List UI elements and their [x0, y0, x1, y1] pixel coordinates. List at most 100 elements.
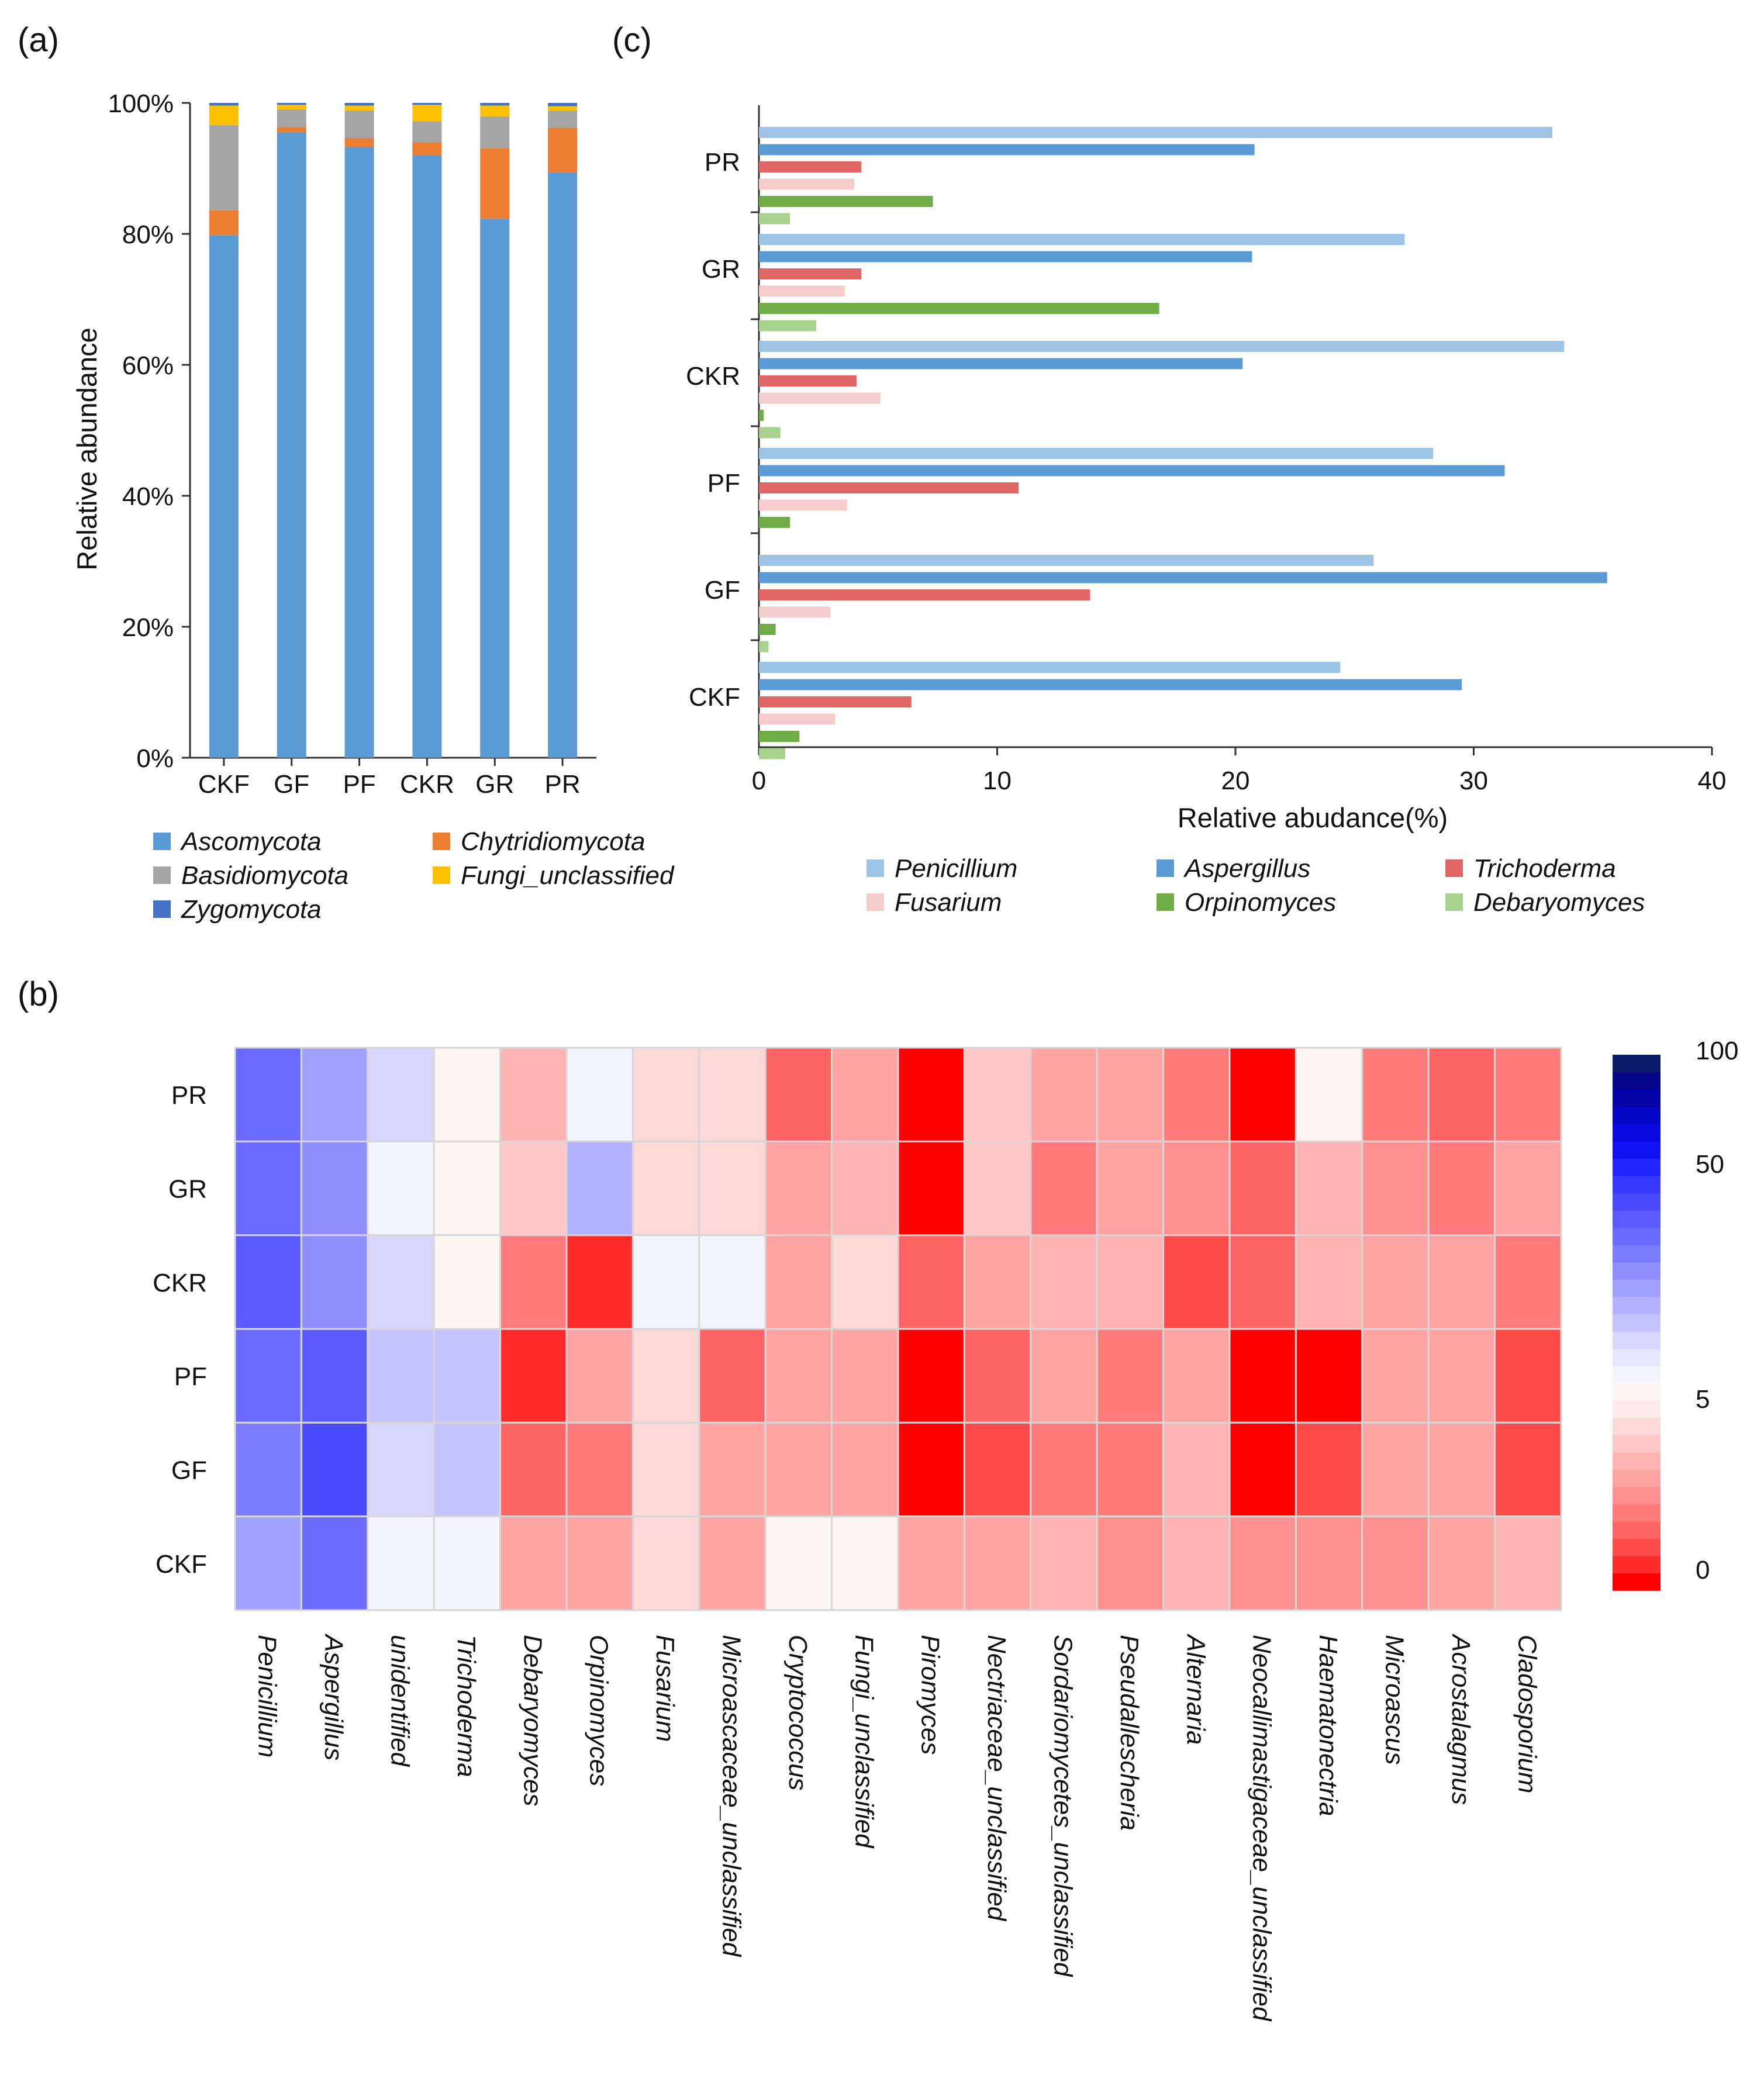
c-legend-swatch-fusarium — [867, 893, 884, 911]
a-x-tick-label-pf: PF — [343, 770, 375, 799]
colorbar-tick-label: 100 — [1696, 1037, 1738, 1065]
heatmap-cell-gf-neocallimastigaceae-unclassified — [1228, 1421, 1297, 1518]
heatmap-cell-gf-nectriaceae-unclassified — [963, 1421, 1032, 1518]
a-bar-pr-zygomycota — [548, 103, 578, 106]
c-bar-ckr-fusarium — [759, 392, 881, 404]
heatmap-cell-gf-acrostalagmus — [1427, 1421, 1496, 1518]
heatmap-column-label-sordariomycetes-unclassified: Sordariomycetes_unclassified — [1049, 1635, 1078, 1977]
c-bar-gr-orpinomyces — [759, 303, 1159, 314]
heatmap-cell-gr-alternaria — [1162, 1140, 1231, 1237]
heatmap-labels: PR GR CKR PF GF CKF Penicillium Aspergillus unid… — [153, 1081, 1541, 2022]
colorbar-level — [1613, 1469, 1661, 1487]
heatmap-cell-ckf-fungi-unclassified — [831, 1515, 899, 1611]
heatmap-cell-gr-cladosporium — [1494, 1140, 1562, 1237]
heatmap-cell-gr-fungi-unclassified — [831, 1140, 899, 1237]
colorbar-tick-label: 5 — [1696, 1385, 1710, 1414]
heatmap-row-label-gr: GR — [168, 1175, 207, 1204]
a-bar-gf-fungi-unclassified — [277, 105, 306, 110]
heatmap-cell-pf-orpinomyces — [565, 1328, 634, 1424]
c-bar-gr-fusarium — [759, 285, 845, 297]
a-bar-pf-chytridiomycota — [344, 138, 374, 147]
c-bar-gf-trichoderma — [759, 589, 1090, 600]
a-bar-pr-fungi-unclassified — [548, 106, 578, 111]
stacked-bar-chart: 0% 20% 40% 60% 80% 100% CKF GF PF CKR GR PR Relativ… — [71, 89, 675, 924]
heatmap-column-label-unidentified: unidentified — [386, 1635, 415, 1767]
a-bar-ckr-ascomycota — [412, 155, 442, 758]
c-bar-gf-aspergillus — [759, 572, 1607, 583]
colorbar-level — [1613, 1279, 1661, 1297]
heatmap-cell-pr-trichoderma — [433, 1047, 502, 1142]
heatmap-cell-ckr-alternaria — [1162, 1234, 1231, 1330]
heatmap-cell-ckr-pseudallescheria — [1096, 1234, 1165, 1330]
c-y-tick-label-gf: GF — [705, 576, 740, 605]
a-legend-swatch-fungi-unclassified — [433, 866, 450, 884]
colorbar-tick-label: 50 — [1696, 1150, 1724, 1179]
heatmap-cell-pf-nectriaceae-unclassified — [963, 1328, 1032, 1424]
a-legend-label-fungi-unclassified: Fungi_unclassified — [461, 861, 675, 890]
c-legend-swatch-debaryomyces — [1445, 893, 1463, 911]
heatmap-cell-pf-piromyces — [897, 1328, 965, 1424]
c-y-tick-label-ckr: CKR — [686, 362, 740, 391]
heatmap-cell-gf-microascaceae-unclassified — [698, 1421, 767, 1518]
c-legend-label-debaryomyces: Debaryomyces — [1473, 888, 1645, 917]
c-bar-pf-trichoderma — [759, 482, 1019, 493]
heatmap-cell-pr-penicillium — [234, 1047, 302, 1142]
heatmap-cell-pf-trichoderma — [433, 1328, 502, 1424]
heatmap-cell-pr-haematonectria — [1294, 1047, 1363, 1142]
a-bar-ckr-chytridiomycota — [412, 142, 442, 156]
colorbar-level — [1613, 1555, 1661, 1574]
c-tick-labels: 0 10 20 30 40 PR GR CKR PF GF CKF — [686, 148, 1726, 795]
a-x-tick-label-gr: GR — [475, 770, 514, 799]
heatmap-column-label-trichoderma: Trichoderma — [452, 1635, 481, 1777]
heatmap-cell-ckf-haematonectria — [1294, 1515, 1363, 1611]
heatmap-cell-ckr-unidentified — [367, 1234, 435, 1330]
heatmap-cell-ckr-aspergillus — [300, 1234, 369, 1330]
a-bar-ckr-fungi-unclassified — [412, 105, 442, 122]
colorbar-level — [1613, 1227, 1661, 1245]
a-y-axis-label: Relative abundance — [71, 327, 102, 570]
a-y-tick-label: 20% — [122, 613, 174, 642]
colorbar-level — [1613, 1089, 1661, 1107]
a-bar-pr-basidiomycota — [548, 111, 578, 128]
heatmap-row-label-gf: GF — [171, 1456, 207, 1485]
heatmap-cell-ckf-fusarium — [631, 1515, 700, 1611]
heatmap-cell-ckf-cryptococcus — [764, 1515, 833, 1611]
heatmap-cell-pr-sordariomycetes-unclassified — [1030, 1047, 1098, 1142]
colorbar-level — [1613, 1141, 1661, 1159]
heatmap-cell-gr-acrostalagmus — [1427, 1140, 1496, 1237]
heatmap-cell-gr-fusarium — [631, 1140, 700, 1237]
a-bar-ckf-fungi-unclassified — [209, 105, 239, 126]
colorbar-level — [1613, 1573, 1661, 1591]
a-bar-gf-zygomycota — [277, 103, 306, 105]
colorbar-level — [1613, 1314, 1661, 1332]
colorbar-level — [1613, 1383, 1661, 1401]
a-legend-label-zygomycota: Zygomycota — [181, 895, 322, 924]
colorbar-level — [1613, 1331, 1661, 1349]
heatmap-cell-gf-piromyces — [897, 1421, 965, 1518]
a-y-tick-label: 40% — [122, 482, 174, 511]
heatmap-cell-pr-orpinomyces — [565, 1047, 634, 1142]
heatmap-column-label-acrostalagmus: Acrostalagmus — [1447, 1633, 1475, 1805]
heatmap-cell-gr-neocallimastigaceae-unclassified — [1228, 1140, 1297, 1237]
heatmap-cell-ckr-fungi-unclassified — [831, 1234, 899, 1330]
c-legend-swatch-orpinomyces — [1157, 893, 1174, 911]
heatmap-cell-gf-cladosporium — [1494, 1421, 1562, 1518]
colorbar-tick-label: 0 — [1696, 1556, 1710, 1584]
heatmap-cell-gr-pseudallescheria — [1096, 1140, 1165, 1237]
c-y-tick-label-ckf: CKF — [689, 683, 740, 712]
heatmap-cell-pr-piromyces — [897, 1047, 965, 1142]
c-bar-ckf-trichoderma — [759, 696, 912, 707]
c-legend-label-aspergillus: Aspergillus — [1183, 854, 1310, 883]
heatmap-cell-gf-trichoderma — [433, 1421, 502, 1518]
a-x-tick-label-pr: PR — [545, 770, 581, 799]
heatmap-cell-pf-cladosporium — [1494, 1328, 1562, 1424]
c-x-tick-label: 30 — [1459, 766, 1488, 795]
heatmap-column-label-cryptococcus: Cryptococcus — [783, 1635, 812, 1791]
heatmap-cell-ckr-haematonectria — [1294, 1234, 1363, 1330]
c-legend-label-fusarium: Fusarium — [895, 888, 1002, 917]
c-bar-ckr-debaryomyces — [759, 427, 781, 438]
heatmap-cell-ckf-penicillium — [234, 1515, 302, 1611]
heatmap-cell-gr-haematonectria — [1294, 1140, 1363, 1237]
